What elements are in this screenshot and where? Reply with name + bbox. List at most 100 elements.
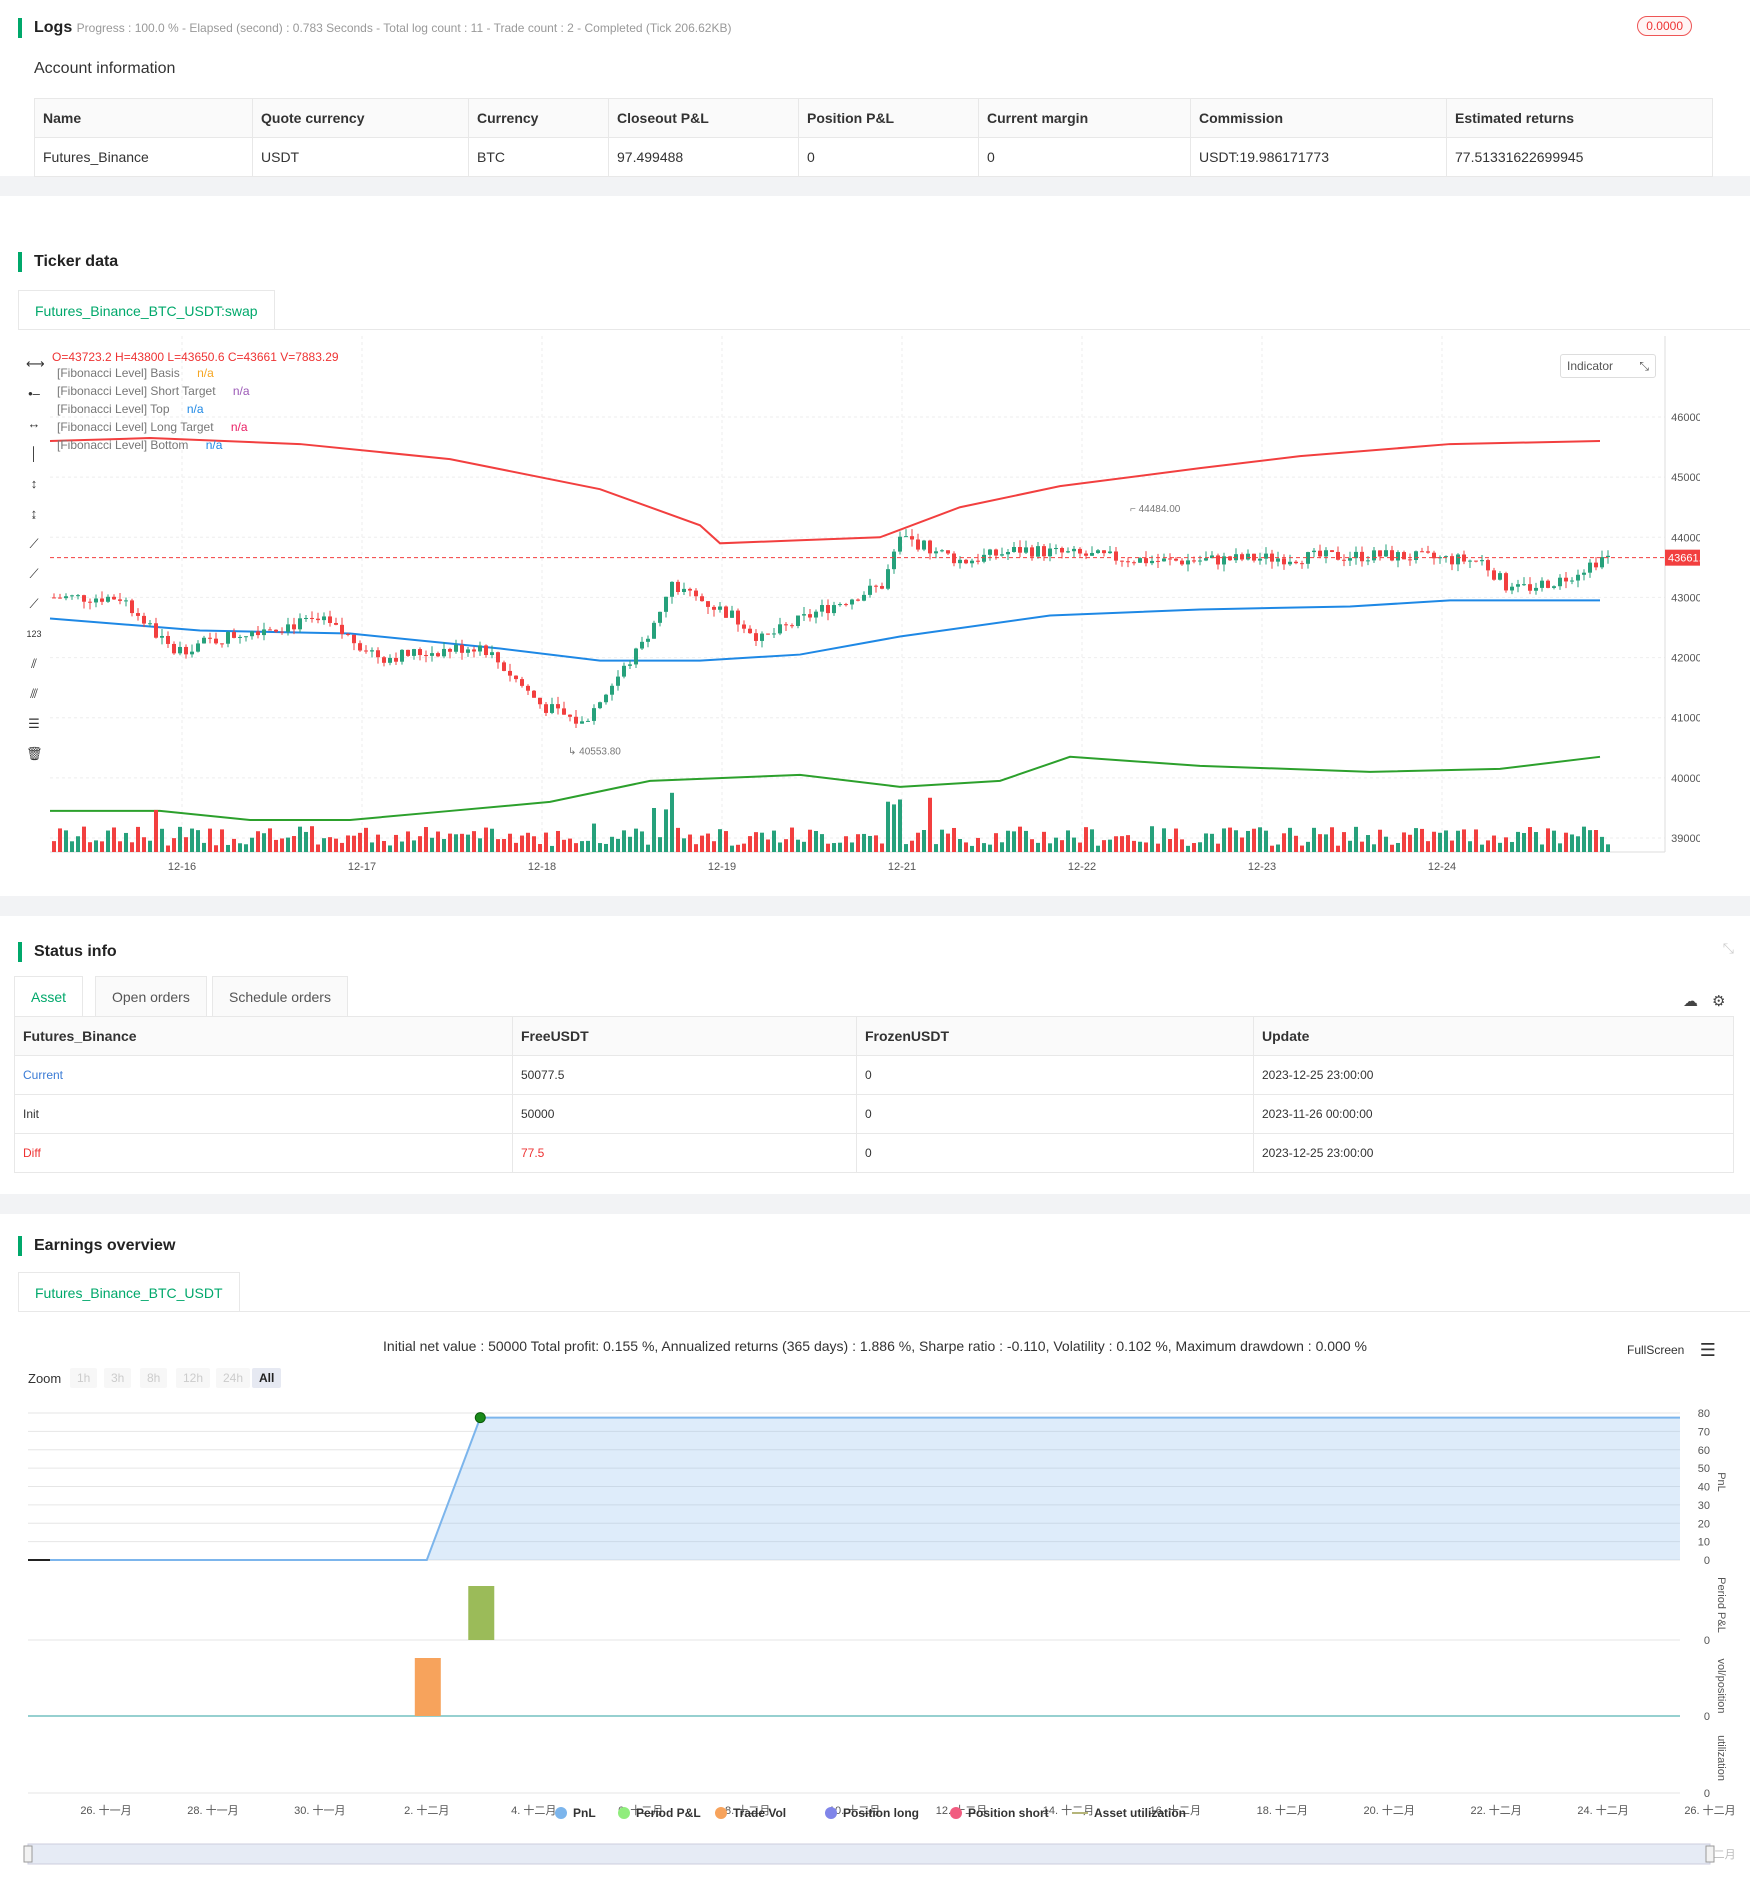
candle-body [784, 624, 788, 626]
volume-bar [952, 827, 956, 852]
y-tick-label: 41000.00 [1671, 713, 1700, 725]
legend-item[interactable]: Position short [950, 1806, 1049, 1820]
fib-levels-icon[interactable]: ☰ [28, 716, 40, 731]
expand-icon[interactable]: ⤡ [1639, 359, 1649, 373]
candle-body [850, 599, 854, 605]
volume-bar [868, 835, 872, 852]
tab-asset[interactable]: Asset [14, 976, 84, 1016]
tab-open-orders[interactable]: Open orders [95, 976, 207, 1016]
candle-body [442, 648, 446, 657]
extended-line-icon[interactable]: ↔ [27, 416, 41, 431]
volume-bar [1246, 830, 1250, 852]
volume-bar [1150, 826, 1154, 852]
candle-body [196, 643, 200, 652]
volume-bar [352, 835, 356, 852]
candle-body [1540, 580, 1544, 588]
candle-body [124, 600, 128, 602]
fullscreen-button[interactable]: FullScreen ☰ [1627, 1340, 1716, 1361]
zoom-3h-button[interactable]: 3h [104, 1368, 132, 1388]
legend-item[interactable]: Position long [825, 1806, 919, 1820]
indicator-button[interactable]: Indicator ⤡ [1560, 354, 1656, 378]
candle-body [1168, 558, 1172, 560]
legend-item[interactable]: Asset utilization [1072, 1806, 1186, 1820]
legend-item[interactable]: Trade Vol [715, 1806, 786, 1820]
candle-body [1552, 586, 1556, 588]
zoom-12h-button[interactable]: 12h [176, 1368, 211, 1388]
candle-body [112, 596, 116, 600]
volume-bar [136, 826, 140, 852]
volume-bar [238, 843, 242, 852]
ray-line-icon[interactable]: ⟋ [29, 566, 39, 581]
volume-bar [580, 841, 584, 852]
candle-body [424, 655, 428, 657]
zoom-24h-button[interactable]: 24h [216, 1368, 251, 1388]
volume-bar [604, 843, 608, 852]
volume-bar [1522, 833, 1526, 852]
segment-line-icon[interactable]: ⟋ [29, 596, 39, 611]
volume-bar [190, 828, 194, 852]
volume-bar [958, 838, 962, 852]
candle-body [1198, 560, 1202, 562]
vertical-segment-icon[interactable]: ↕ [30, 476, 38, 491]
candle-body [658, 611, 662, 623]
candle-body [1264, 553, 1268, 559]
volume-bar [1186, 845, 1190, 852]
volume-bar [1294, 835, 1298, 852]
candle-body [634, 648, 638, 665]
x-tick-label: 12-24 [1428, 861, 1456, 873]
settings-icon[interactable]: ⚙ [1712, 993, 1726, 1010]
candle-body [1084, 553, 1088, 556]
volume-bar [1084, 827, 1088, 852]
volume-bar [268, 828, 272, 852]
asset-row-diff: Diff 77.5 0 2023-12-25 23:00:00 [14, 1133, 1734, 1173]
axis-title: Period P&L [1715, 1577, 1727, 1633]
tab-schedule-orders[interactable]: Schedule orders [212, 976, 348, 1016]
pnl-tick-label: 70 [1698, 1426, 1710, 1438]
horizontal-ray-icon[interactable]: •– [28, 386, 40, 401]
parallel-line-icon[interactable]: ⫽ [31, 656, 37, 671]
vertical-ray-icon[interactable]: ↨ [30, 506, 38, 521]
trend-line-icon[interactable]: ⟋ [29, 536, 39, 551]
price-label-icon[interactable]: 123 [26, 629, 42, 639]
candle-body [118, 599, 122, 601]
trash-icon[interactable]: 🗑 [26, 746, 43, 761]
volume-bar [1132, 840, 1136, 852]
candle-body [1144, 558, 1148, 564]
vertical-line-icon[interactable]: │ [29, 446, 39, 461]
tab-ticker-symbol[interactable]: Futures_Binance_BTC_USDT:swap [18, 290, 275, 330]
volume-bar [598, 843, 602, 852]
upload-icon[interactable]: ☁ [1683, 993, 1698, 1010]
volume-bar [928, 797, 932, 852]
y-tick-label: 46000.00 [1671, 412, 1700, 424]
volume-bar [862, 833, 866, 852]
candle-body [1228, 556, 1232, 561]
long-target-line [49, 437, 1601, 545]
x-tick-label: 26. 十一月 [80, 1803, 131, 1817]
tab-earnings-symbol[interactable]: Futures_Binance_BTC_USDT [18, 1272, 240, 1312]
menu-icon[interactable]: ☰ [1699, 1340, 1716, 1360]
candle-body [922, 540, 926, 550]
candle-body [1588, 562, 1592, 573]
candle-body [880, 586, 884, 589]
collapse-icon[interactable]: ⤡ [1722, 940, 1734, 956]
volume-bar [1432, 831, 1436, 852]
volume-bar [754, 832, 758, 852]
fibonacci-icon[interactable]: ⫻ [30, 686, 38, 701]
volume-bar [670, 792, 674, 852]
candle-body [322, 616, 326, 621]
legend-item[interactable]: Period P&L [618, 1806, 701, 1820]
horizontal-line-icon[interactable]: ⟷ [26, 356, 45, 371]
volume-bar [340, 842, 344, 852]
candle-body [598, 702, 602, 709]
zoom-8h-button[interactable]: 8h [140, 1368, 168, 1388]
candle-body [532, 690, 536, 698]
indicator-name: [Fibonacci Level] Short Target [57, 384, 216, 398]
candlestick-chart[interactable]: 46000.00 45000.00 44000.00 43000.00 42000.00… [0, 336, 1700, 876]
zoom-1h-button[interactable]: 1h [70, 1368, 98, 1388]
legend-item[interactable]: PnL [555, 1806, 596, 1820]
volume-bar [400, 841, 404, 852]
candle-body [1138, 558, 1142, 563]
earnings-chart[interactable]: 80 70 60 50 40 30 20 10 0 0 0 0 PnL Period P&L vol/pos… [0, 1400, 1750, 1880]
zoom-all-button[interactable]: All [252, 1368, 282, 1388]
candle-body [412, 649, 416, 656]
